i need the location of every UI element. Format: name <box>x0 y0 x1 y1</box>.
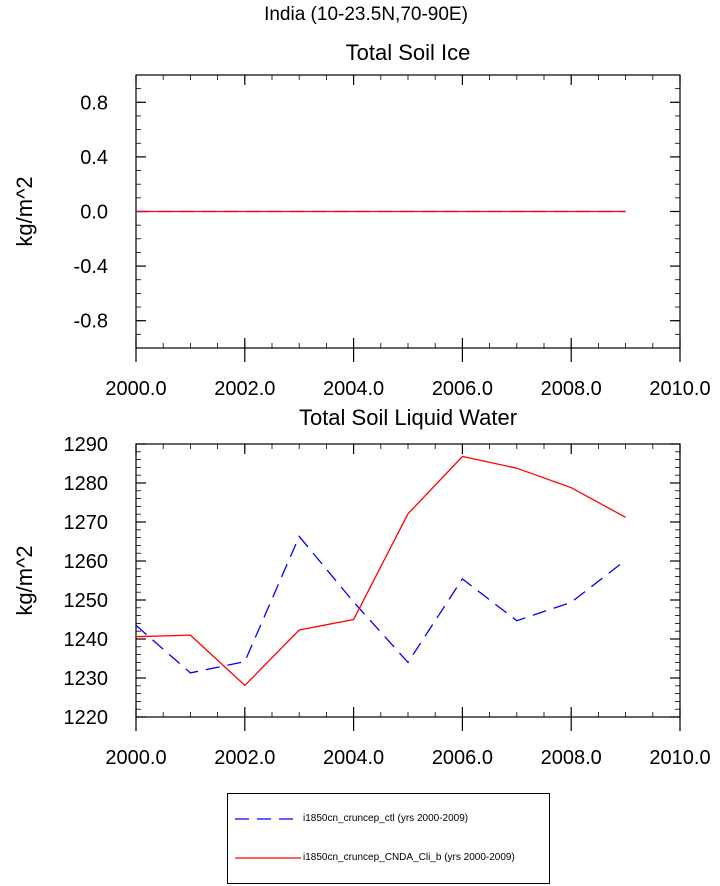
x-tick-label: 2006.0 <box>432 378 493 400</box>
x-tick-label: 2008.0 <box>541 747 602 769</box>
legend-item-cnda: i1850cn_cruncep_CNDA_Cli_b (yrs 2000-200… <box>228 849 549 869</box>
panel-total-soil-ice: Total Soil Ice -0.8 -0.4 0.0 0.4 0.8 2000.0 200… <box>12 40 711 400</box>
y-tick-label: 1270 <box>64 512 109 534</box>
x-tick-label: 2002.0 <box>214 378 275 400</box>
y-tick-label: 1280 <box>64 473 109 495</box>
y-axis-label: kg/m^2 <box>12 176 37 246</box>
legend-label-ctl: i1850cn_cruncep_ctl (yrs 2000-2009) <box>303 813 469 824</box>
figure-title: India (10-23.5N,70-90E) <box>264 4 468 25</box>
y-tick-label: 1250 <box>64 590 109 612</box>
x-tick-label: 2008.0 <box>541 378 602 400</box>
legend: i1850cn_cruncep_ctl (yrs 2000-2009) i185… <box>227 793 550 884</box>
x-tick-label: 2006.0 <box>432 747 493 769</box>
y-tick-label: 1240 <box>64 629 109 651</box>
series-line-ctl <box>135 535 626 674</box>
series-line-cnda <box>135 455 626 687</box>
x-tick-label: 2010.0 <box>649 747 710 769</box>
legend-swatch-solid-red <box>235 857 301 859</box>
y-tick-label: 0.0 <box>80 202 108 224</box>
legend-item-ctl: i1850cn_cruncep_ctl (yrs 2000-2009) <box>228 810 549 830</box>
chart-figure: India (10-23.5N,70-90E) Total Soil Ice -0… <box>12 4 711 769</box>
y-axis-label: kg/m^2 <box>12 545 37 615</box>
x-tick-label: 2004.0 <box>323 747 384 769</box>
x-tick-label: 2010.0 <box>649 378 710 400</box>
x-tick-label: 2002.0 <box>214 747 275 769</box>
y-tick-label: -0.8 <box>74 311 108 333</box>
x-tick-label: 2000.0 <box>105 747 166 769</box>
y-tick-label: 0.4 <box>80 147 108 169</box>
y-tick-label: 1220 <box>64 707 109 729</box>
x-tick-label: 2004.0 <box>323 378 384 400</box>
y-tick-label: -0.4 <box>74 256 108 278</box>
y-tick-label: 1260 <box>64 551 109 573</box>
legend-swatch-dashed-blue <box>235 818 301 820</box>
panel-total-soil-liquid-water: Total Soil Liquid Water 1220 1230 1240 1250 1… <box>12 405 711 769</box>
y-tick-label: 1230 <box>64 668 109 690</box>
panel-title: Total Soil Liquid Water <box>299 405 517 430</box>
legend-label-cnda: i1850cn_cruncep_CNDA_Cli_b (yrs 2000-200… <box>303 852 515 863</box>
panel-title: Total Soil Ice <box>346 40 471 65</box>
y-tick-label: 0.8 <box>80 92 108 114</box>
x-tick-label: 2000.0 <box>105 378 166 400</box>
y-tick-label: 1290 <box>64 434 109 456</box>
